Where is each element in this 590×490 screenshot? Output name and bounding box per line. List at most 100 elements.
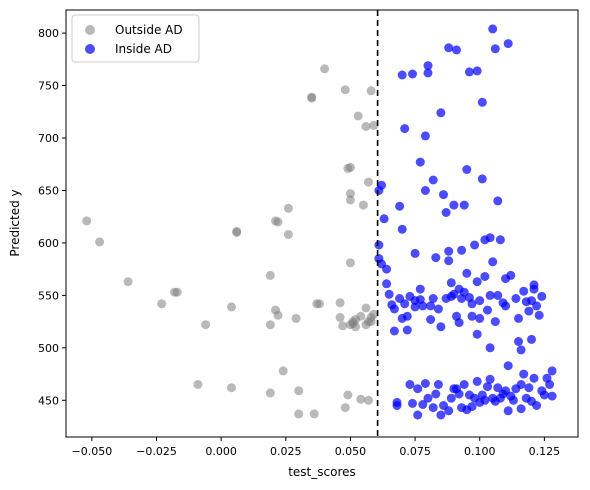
point-inside-ad [537,291,547,301]
legend: Outside AD Inside AD [71,14,200,63]
point-inside-ad [532,301,542,311]
point-inside-ad [459,380,469,389]
x-tick-label: 0.075 [399,445,431,458]
y-tick-label: 450 [38,394,59,407]
point-inside-ad [436,410,446,420]
point-inside-ad [439,190,448,200]
point-outside-ad [273,217,283,227]
x-tick-label: 0.100 [464,445,496,458]
point-inside-ad [374,240,384,250]
point-inside-ad [402,325,412,335]
point-inside-ad [472,376,482,386]
point-inside-ad [485,233,495,243]
point-inside-ad [444,406,454,416]
plot-area-frame [65,9,579,438]
point-inside-ad [490,44,500,54]
point-outside-ad [366,86,376,96]
point-inside-ad [529,373,539,383]
point-inside-ad [444,43,454,53]
point-inside-ad [462,165,472,174]
point-inside-ad [426,315,436,324]
point-inside-ad [444,256,454,266]
point-outside-ad [123,277,133,287]
point-inside-ad [454,389,464,399]
point-outside-ad [345,195,355,205]
point-inside-ad [397,224,407,234]
point-outside-ad [294,386,304,396]
point-inside-ad [415,157,425,167]
point-outside-ad [283,230,293,239]
y-tick-label: 700 [38,132,59,145]
point-inside-ad [503,39,513,49]
point-inside-ad [488,24,498,34]
point-outside-ad [356,311,366,321]
point-inside-ad [516,404,526,414]
y-axis-label: Predicted y [8,189,22,256]
point-inside-ad [400,299,410,309]
point-outside-ad [314,299,324,309]
point-outside-ad [343,390,353,400]
point-inside-ad [457,245,467,255]
point-inside-ad [467,402,477,412]
point-outside-ad [193,380,203,389]
point-inside-ad [428,403,438,413]
point-inside-ad [454,318,464,328]
point-outside-ad [340,85,350,95]
point-outside-ad [338,321,348,331]
point-inside-ad [382,264,392,274]
point-inside-ad [436,108,446,118]
x-tick-label: 0.000 [205,445,237,458]
point-inside-ad [433,304,443,314]
point-outside-ad [291,313,301,323]
point-inside-ad [503,361,513,371]
y-tick-label: 650 [38,184,59,197]
point-inside-ad [527,334,536,344]
point-inside-ad [413,410,423,420]
point-inside-ad [516,380,526,389]
point-outside-ad [82,216,92,226]
point-inside-ad [467,299,477,309]
point-inside-ad [480,395,490,405]
point-inside-ad [410,302,420,312]
point-outside-ad [294,409,304,419]
point-outside-ad [309,409,319,419]
point-outside-ad [364,395,373,405]
point-inside-ad [529,284,539,294]
point-inside-ad [377,180,386,190]
point-inside-ad [539,390,549,400]
point-outside-ad [320,64,330,74]
y-tick-label: 800 [38,27,59,40]
point-inside-ad [420,131,430,141]
point-outside-ad [345,189,355,199]
point-inside-ad [397,70,407,80]
y-tick-label: 550 [38,289,59,302]
point-inside-ad [446,393,456,403]
point-inside-ad [506,270,516,280]
point-inside-ad [459,200,469,210]
point-outside-ad [157,299,167,309]
point-inside-ad [441,208,451,217]
x-tick-label: 0.025 [270,445,302,458]
point-outside-ad [358,200,368,210]
point-inside-ad [519,369,529,379]
point-inside-ad [426,301,436,311]
legend-label-outside-ad: Outside AD [115,23,183,37]
point-outside-ad [307,93,317,103]
point-inside-ad [433,380,443,389]
point-inside-ad [413,384,423,394]
point-inside-ad [449,200,459,210]
point-inside-ad [418,301,428,311]
point-inside-ad [477,97,487,107]
legend-label-inside-ad: Inside AD [115,42,172,56]
point-outside-ad [335,312,345,322]
point-inside-ad [472,66,482,76]
x-tick-label: −0.025 [136,445,177,458]
point-inside-ad [444,246,454,256]
point-outside-ad [361,303,371,313]
point-inside-ad [475,313,485,323]
point-inside-ad [384,289,394,299]
point-inside-ad [532,401,542,410]
y-tick-label: 500 [38,342,59,355]
legend-marker-inside-ad [85,44,95,54]
